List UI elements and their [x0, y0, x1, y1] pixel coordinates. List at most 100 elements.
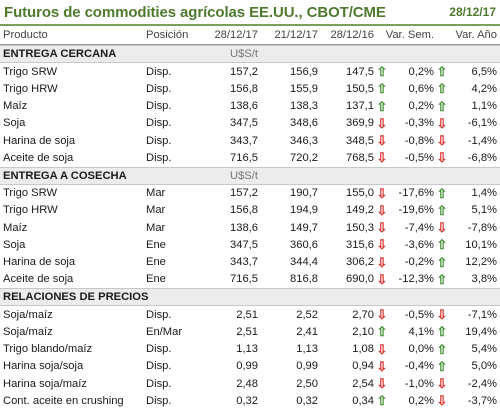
position: Disp. — [146, 151, 172, 164]
product-name: Cont. aceite en crushing — [3, 394, 124, 407]
position: Disp. — [146, 117, 172, 130]
product-name: Trigo HRW — [3, 82, 58, 95]
price-year-ago: 306,2 — [346, 256, 374, 269]
var-sem: -17,6% — [398, 187, 434, 200]
price-week-ago: 0,99 — [296, 360, 318, 373]
product-name: Maíz — [3, 221, 28, 234]
price-year-ago: 2,70 — [352, 308, 374, 321]
price-current: 138,6 — [230, 221, 258, 234]
table-row: Harina soja/soja Disp. 0,99 0,99 0,94 ⇩ -0,4% ⇧… — [0, 358, 500, 375]
arrow-up-icon: ⇧ — [376, 65, 388, 79]
table-row: Harina soja/maíz Disp. 2,48 2,50 2,54 ⇩ -1,0% ⇩… — [0, 375, 500, 392]
arrow-down-icon: ⇩ — [376, 203, 388, 217]
table-row: Soja/maíz Disp. 2,51 2,52 2,70 ⇩ -0,5% ⇩ -7,1% — [0, 306, 500, 323]
price-week-ago: 194,9 — [290, 204, 318, 217]
price-week-ago: 156,9 — [290, 65, 318, 78]
arrow-down-icon: ⇩ — [376, 186, 388, 200]
arrow-up-icon: ⇧ — [436, 342, 448, 356]
var-ano: 1,1% — [471, 100, 498, 113]
section-unit: U$S/t — [230, 169, 258, 182]
arrow-up-icon: ⇧ — [436, 272, 448, 286]
product-name: Soja/maíz — [3, 325, 53, 338]
var-ano: 6,5% — [471, 65, 498, 78]
arrow-up-icon: ⇧ — [436, 82, 448, 96]
position: Disp. — [146, 394, 172, 407]
price-week-ago: 720,2 — [290, 151, 318, 164]
product-name: Trigo SRW — [3, 65, 58, 78]
price-year-ago: 150,3 — [346, 221, 374, 234]
position: Disp. — [146, 134, 172, 147]
title-bar: Futuros de commodities agrícolas EE.UU.,… — [0, 0, 500, 26]
position: Disp. — [146, 377, 172, 390]
arrow-up-icon: ⇧ — [436, 359, 448, 373]
product-name: Harina de soja — [3, 134, 76, 147]
price-year-ago: 137,1 — [346, 100, 374, 113]
table-row: Trigo blando/maíz Disp. 1,13 1,13 1,08 ⇩ 0,0% ⇧… — [0, 341, 500, 358]
arrow-down-icon: ⇩ — [436, 134, 448, 148]
price-week-ago: 2,52 — [296, 308, 318, 321]
price-week-ago: 1,13 — [296, 343, 318, 356]
var-sem: -3,6% — [404, 238, 434, 251]
arrow-down-icon: ⇩ — [376, 151, 388, 165]
col-header-var-ano: Var. Año — [455, 29, 497, 41]
price-current: 0,32 — [236, 394, 258, 407]
price-week-ago: 138,3 — [290, 100, 318, 113]
var-ano: 4,2% — [471, 82, 498, 95]
var-ano: -1,4% — [467, 134, 497, 147]
arrow-up-icon: ⇧ — [376, 82, 388, 96]
var-sem: -7,4% — [404, 221, 434, 234]
var-ano: 5,4% — [471, 343, 498, 356]
price-year-ago: 348,5 — [346, 134, 374, 147]
position: Ene — [146, 256, 166, 269]
col-header-date-1: 28/12/17 — [214, 29, 258, 41]
var-sem: -1,0% — [404, 377, 434, 390]
price-year-ago: 315,6 — [346, 238, 374, 251]
product-name: Harina soja/maíz — [3, 377, 87, 390]
var-ano: 5,0% — [471, 360, 498, 373]
arrow-down-icon: ⇩ — [376, 116, 388, 130]
var-ano: -6,1% — [467, 117, 497, 130]
price-year-ago: 150,5 — [346, 82, 374, 95]
var-sem: -0,4% — [404, 360, 434, 373]
price-year-ago: 155,0 — [346, 187, 374, 200]
price-year-ago: 1,08 — [352, 343, 374, 356]
product-name: Maíz — [3, 100, 28, 113]
var-ano: -7,1% — [467, 308, 497, 321]
price-year-ago: 690,0 — [346, 273, 374, 286]
section-header: ENTREGA A COSECHA U$S/t — [0, 166, 500, 185]
arrow-up-icon: ⇧ — [436, 325, 448, 339]
position: Disp. — [146, 360, 172, 373]
var-ano: -2,4% — [467, 377, 497, 390]
table-row: Soja/maíz En/Mar 2,51 2,41 2,10 ⇧ 4,1% ⇧ 19,4% — [0, 323, 500, 340]
table-row: Soja Disp. 347,5 348,6 369,9 ⇩ -0,3% ⇩ -6,1% — [0, 115, 500, 132]
var-sem: 4,1% — [408, 325, 435, 338]
section-title: ENTREGA A COSECHA — [3, 169, 127, 182]
price-year-ago: 2,54 — [352, 377, 374, 390]
arrow-up-icon: ⇧ — [376, 325, 388, 339]
position: Mar — [146, 187, 166, 200]
price-week-ago: 346,3 — [290, 134, 318, 147]
product-name: Trigo HRW — [3, 204, 58, 217]
report-date: 28/12/17 — [449, 5, 496, 19]
table-row: Maíz Mar 138,6 149,7 150,3 ⇩ -7,4% ⇩ -7,8% — [0, 219, 500, 236]
product-name: Trigo SRW — [3, 187, 58, 200]
var-sem: -0,5% — [404, 151, 434, 164]
price-week-ago: 190,7 — [290, 187, 318, 200]
arrow-down-icon: ⇩ — [436, 377, 448, 391]
product-name: Harina de soja — [3, 256, 76, 269]
page-title: Futuros de commodities agrícolas EE.UU.,… — [4, 3, 386, 21]
var-sem: -0,5% — [404, 308, 434, 321]
var-ano: -6,8% — [467, 151, 497, 164]
position: Mar — [146, 221, 166, 234]
price-week-ago: 0,32 — [296, 394, 318, 407]
var-sem: 0,2% — [408, 65, 435, 78]
arrow-up-icon: ⇧ — [376, 99, 388, 113]
table-row: Maíz Disp. 138,6 138,3 137,1 ⇧ 0,2% ⇧ 1,1% — [0, 98, 500, 115]
table-row: Harina de soja Ene 343,7 344,4 306,2 ⇩ -0,2% ⇧ 1… — [0, 254, 500, 271]
price-week-ago: 2,50 — [296, 377, 318, 390]
price-week-ago: 344,4 — [290, 256, 318, 269]
var-ano: -3,7% — [467, 394, 497, 407]
table-row: Aceite de soja Disp. 716,5 720,2 768,5 ⇩ -0,5%… — [0, 149, 500, 166]
price-current: 716,5 — [230, 273, 258, 286]
arrow-down-icon: ⇩ — [376, 134, 388, 148]
